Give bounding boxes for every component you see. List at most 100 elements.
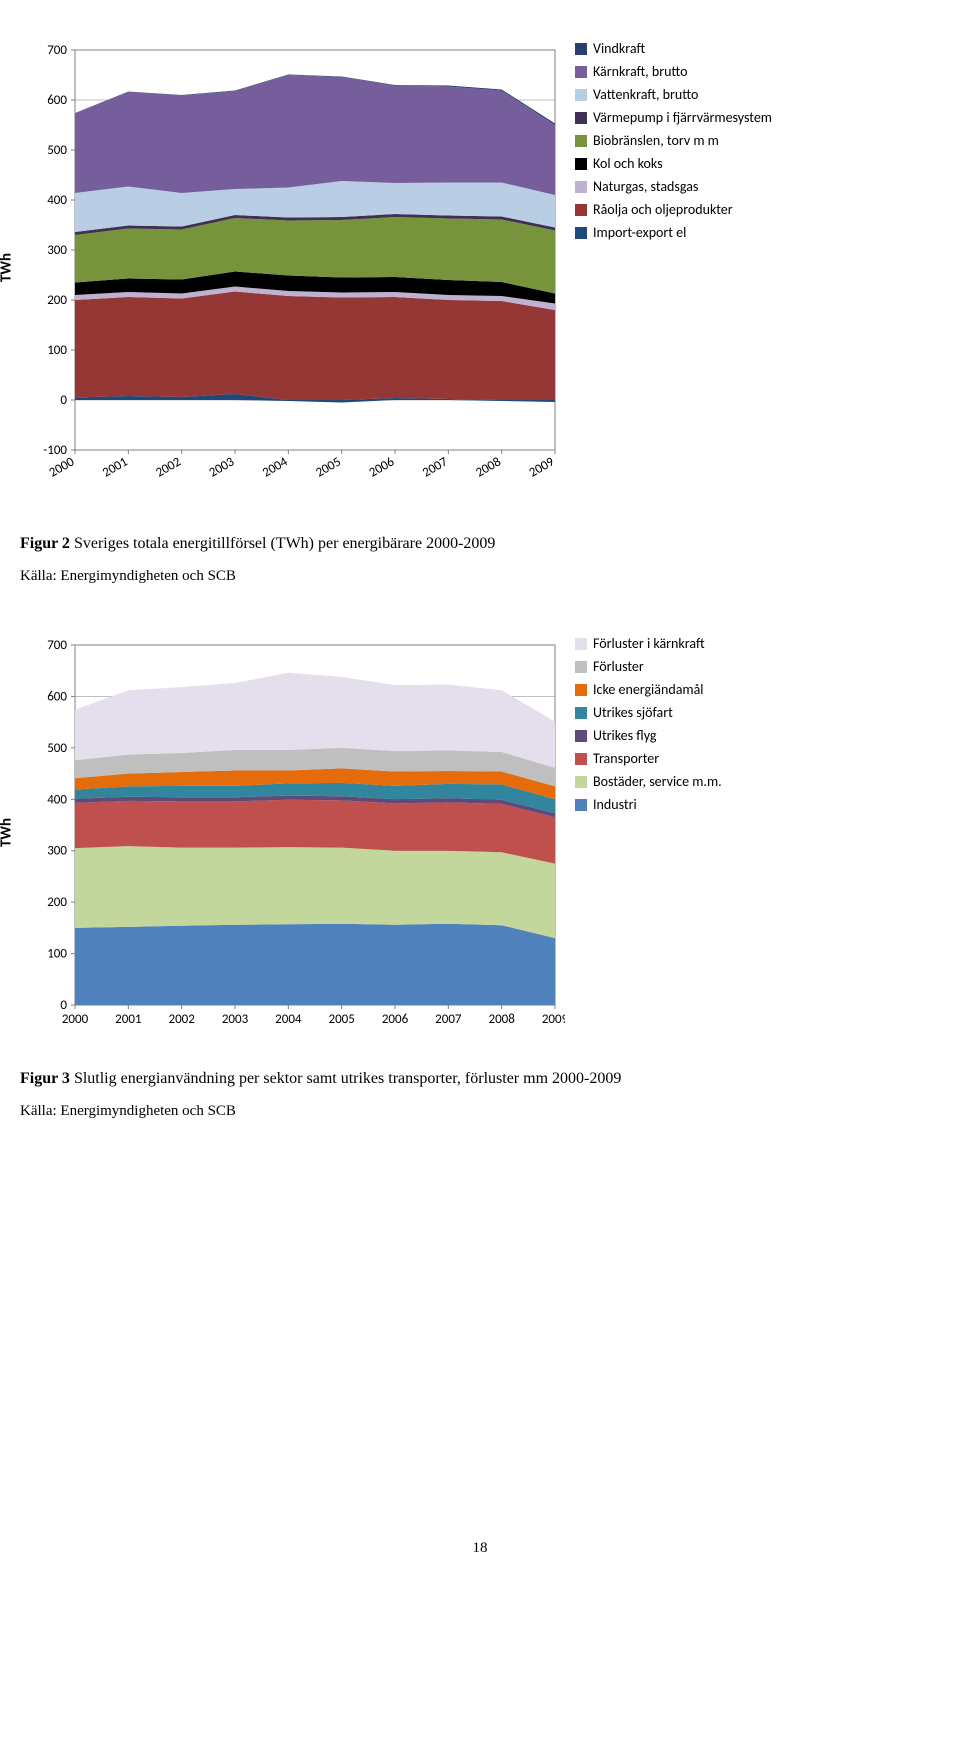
legend-item: Biobränslen, torv m m [575, 132, 772, 149]
legend-swatch [575, 227, 587, 239]
svg-text:2006: 2006 [367, 454, 398, 480]
legend-item: Värmepump i fjärrvärmesystem [575, 109, 772, 126]
svg-text:200: 200 [47, 293, 67, 308]
legend-label: Icke energiändamål [593, 681, 704, 698]
legend-item: Kol och koks [575, 155, 772, 172]
legend-item: Förluster i kärnkraft [575, 635, 722, 652]
legend-label: Råolja och oljeprodukter [593, 201, 733, 218]
figure2-caption: Figur 2 Sveriges totala energitillförsel… [20, 535, 940, 553]
svg-text:700: 700 [47, 638, 67, 653]
legend-label: Utrikes sjöfart [593, 704, 673, 721]
svg-text:-100: -100 [43, 443, 67, 458]
legend-label: Import-export el [593, 224, 686, 241]
svg-text:0: 0 [60, 998, 67, 1013]
svg-text:2002: 2002 [153, 454, 184, 480]
legend-swatch [575, 43, 587, 55]
legend-swatch [575, 730, 587, 742]
legend-label: Förluster i kärnkraft [593, 635, 705, 652]
chart2-legend: Förluster i kärnkraft Förluster Icke energ… [575, 635, 722, 813]
legend-swatch [575, 799, 587, 811]
legend-item: Utrikes flyg [575, 727, 722, 744]
legend-label: Bostäder, service m.m. [593, 773, 722, 790]
legend-swatch [575, 638, 587, 650]
svg-text:600: 600 [47, 93, 67, 108]
legend-item: Icke energiändamål [575, 681, 722, 698]
figure3-caption-text: Slutlig energianvändning per sektor samt… [70, 1070, 621, 1087]
svg-text:2005: 2005 [328, 1012, 354, 1027]
legend-swatch [575, 684, 587, 696]
svg-text:600: 600 [47, 689, 67, 704]
svg-text:2004: 2004 [260, 454, 291, 480]
legend-swatch [575, 135, 587, 147]
legend-swatch [575, 89, 587, 101]
svg-text:2008: 2008 [473, 454, 504, 480]
legend-swatch [575, 158, 587, 170]
chart1-y-label: TWh [0, 252, 16, 281]
svg-text:2001: 2001 [115, 1012, 141, 1027]
svg-text:2009: 2009 [542, 1012, 565, 1027]
legend-label: Naturgas, stadsgas [593, 178, 698, 195]
figure2-caption-label: Figur 2 [20, 535, 70, 552]
svg-text:2006: 2006 [382, 1012, 409, 1027]
svg-text:300: 300 [47, 243, 67, 258]
legend-label: Transporter [593, 750, 659, 767]
legend-swatch [575, 753, 587, 765]
svg-text:2004: 2004 [275, 1012, 302, 1027]
legend-item: Förluster [575, 658, 722, 675]
svg-text:300: 300 [47, 844, 67, 859]
chart2-y-label: TWh [0, 817, 16, 846]
page-number: 18 [20, 1540, 940, 1557]
svg-text:400: 400 [47, 792, 67, 807]
figure2-source: Källa: Energimyndigheten och SCB [20, 568, 940, 585]
legend-item: Naturgas, stadsgas [575, 178, 772, 195]
chart1-plot-area: TWh -10001002003004005006007002000200120… [20, 40, 565, 505]
legend-label: Biobränslen, torv m m [593, 132, 719, 149]
legend-label: Utrikes flyg [593, 727, 656, 744]
svg-text:500: 500 [47, 143, 67, 158]
svg-text:2007: 2007 [435, 1012, 462, 1027]
svg-text:100: 100 [47, 947, 67, 962]
legend-label: Förluster [593, 658, 644, 675]
svg-text:100: 100 [47, 343, 67, 358]
legend-label: Vattenkraft, brutto [593, 86, 698, 103]
figure3-caption-label: Figur 3 [20, 1070, 70, 1087]
legend-swatch [575, 204, 587, 216]
legend-swatch [575, 776, 587, 788]
legend-item: Vattenkraft, brutto [575, 86, 772, 103]
legend-label: Industri [593, 796, 637, 813]
svg-text:2007: 2007 [420, 454, 451, 480]
svg-text:200: 200 [47, 895, 67, 910]
svg-text:2002: 2002 [168, 1012, 195, 1027]
legend-item: Vindkraft [575, 40, 772, 57]
svg-text:2003: 2003 [207, 454, 238, 480]
legend-label: Kol och koks [593, 155, 663, 172]
legend-item: Import-export el [575, 224, 772, 241]
chart2-svg: 0 100 200 300 400 500 600 700 2000 2001 2002 2003 20… [20, 635, 565, 1035]
legend-label: Vindkraft [593, 40, 645, 57]
svg-text:2003: 2003 [222, 1012, 249, 1027]
legend-item: Råolja och oljeprodukter [575, 201, 772, 218]
svg-text:700: 700 [47, 43, 67, 58]
legend-item: Bostäder, service m.m. [575, 773, 722, 790]
svg-text:400: 400 [47, 193, 67, 208]
chart2-container: TWh 010020030040050060070020002001200220… [20, 635, 940, 1040]
svg-text:2009: 2009 [527, 454, 558, 480]
figure3-caption: Figur 3 Slutlig energianvändning per sek… [20, 1070, 940, 1088]
chart2-plot-area: TWh 010020030040050060070020002001200220… [20, 635, 565, 1040]
legend-item: Transporter [575, 750, 722, 767]
svg-text:500: 500 [47, 741, 67, 756]
svg-text:2005: 2005 [313, 454, 343, 480]
chart1-container: TWh -10001002003004005006007002000200120… [20, 40, 940, 505]
legend-swatch [575, 707, 587, 719]
svg-text:2008: 2008 [488, 1012, 515, 1027]
figure2-caption-text: Sveriges totala energitillförsel (TWh) p… [70, 535, 495, 552]
legend-label: Värmepump i fjärrvärmesystem [593, 109, 772, 126]
chart1-legend: VindkraftKärnkraft, bruttoVattenkraft, b… [575, 40, 772, 241]
svg-text:2000: 2000 [62, 1012, 89, 1027]
legend-swatch [575, 66, 587, 78]
legend-item: Utrikes sjöfart [575, 704, 722, 721]
legend-swatch [575, 181, 587, 193]
legend-swatch [575, 112, 587, 124]
legend-item: Industri [575, 796, 722, 813]
chart1-svg: -100010020030040050060070020002001200220… [20, 40, 565, 500]
